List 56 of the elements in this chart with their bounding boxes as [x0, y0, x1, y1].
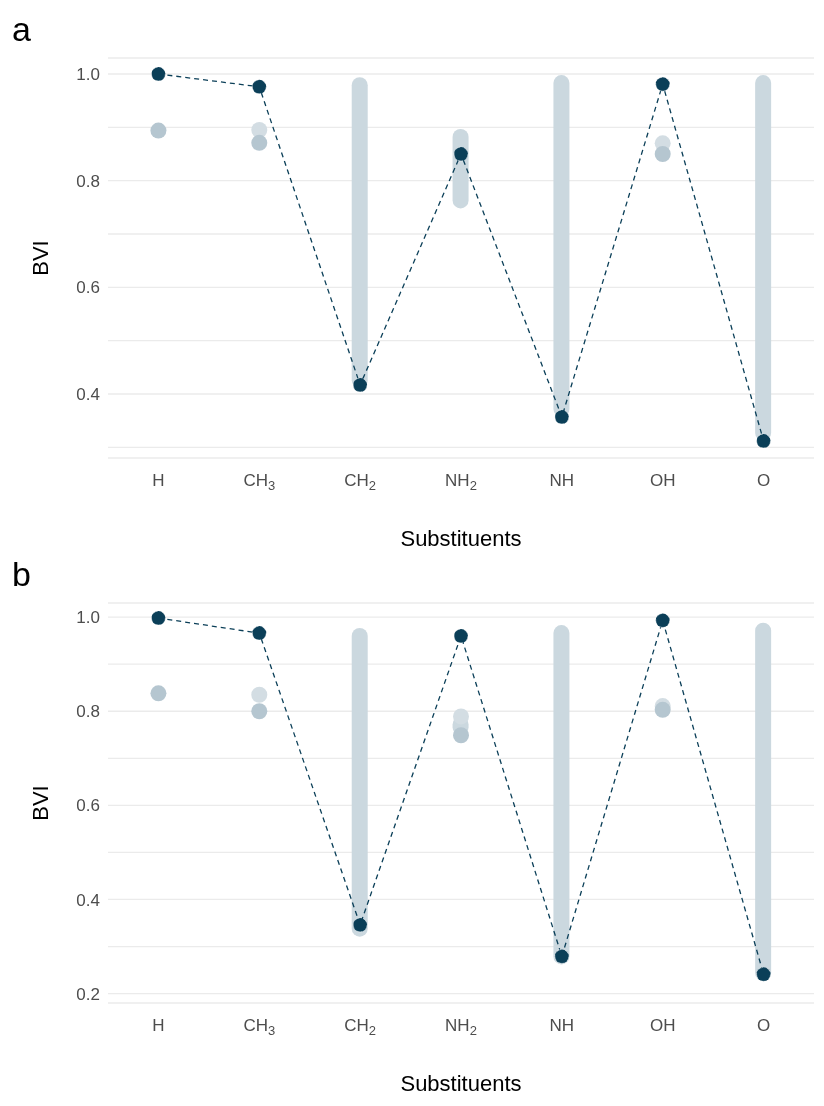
y-tick-label: 0.8: [76, 171, 100, 191]
x-tick-label: CH$_{3}$: [243, 1016, 276, 1038]
bar: [755, 75, 772, 441]
x-tick-label: NH$_{2}$: [445, 471, 477, 493]
point: [654, 146, 671, 162]
point: [453, 727, 469, 744]
point: [655, 76, 671, 92]
point: [151, 610, 166, 626]
chart-title: b: [12, 555, 31, 594]
point: [756, 433, 771, 449]
point: [655, 613, 671, 628]
bar: [553, 625, 570, 965]
point: [352, 377, 368, 393]
bar: [351, 627, 368, 937]
point: [150, 685, 167, 702]
x-tick-label: NH: [549, 1016, 575, 1035]
point: [554, 409, 570, 425]
y-tick-label: 1.0: [76, 608, 100, 628]
chart-title: a: [12, 10, 31, 49]
bar: [755, 622, 772, 981]
x-tick-label: OH: [649, 471, 676, 490]
point: [251, 134, 268, 151]
y-tick-label: 0.2: [76, 984, 100, 1004]
x-tick-label: H: [152, 1016, 165, 1035]
x-tick-label: OH: [649, 1016, 676, 1035]
point: [352, 917, 368, 933]
x-tick-label: CH$_{2}$: [344, 1016, 377, 1038]
x-tick-label: O: [756, 471, 771, 490]
y-tick-label: 1.0: [76, 65, 100, 85]
x-tick-label: H: [152, 471, 165, 490]
point: [453, 628, 469, 644]
y-axis-title: BVI: [27, 240, 53, 276]
point: [756, 966, 771, 982]
point: [453, 146, 469, 162]
y-axis-title: BVI: [27, 785, 53, 821]
point: [251, 79, 267, 95]
x-tick-label: NH$_{2}$: [445, 1016, 477, 1038]
x-tick-label: O: [756, 1016, 771, 1035]
y-tick-label: 0.6: [76, 796, 100, 816]
x-tick-label: CH$_{2}$: [344, 471, 377, 493]
y-tick-label: 0.6: [76, 278, 100, 298]
point: [554, 949, 570, 964]
y-tick-label: 0.8: [76, 702, 100, 722]
point: [150, 122, 167, 139]
y-tick-label: 0.4: [76, 385, 100, 405]
point: [251, 686, 268, 703]
x-tick-label: CH$_{3}$: [243, 471, 276, 493]
x-axis-title: Substituents: [400, 526, 522, 551]
x-tick-label: NH: [549, 471, 575, 490]
point: [453, 708, 469, 725]
point: [151, 66, 166, 82]
x-axis-title: Substituents: [400, 1071, 522, 1096]
y-tick-label: 0.4: [76, 890, 100, 910]
bar: [553, 75, 570, 417]
point: [251, 703, 268, 720]
point: [251, 625, 267, 641]
